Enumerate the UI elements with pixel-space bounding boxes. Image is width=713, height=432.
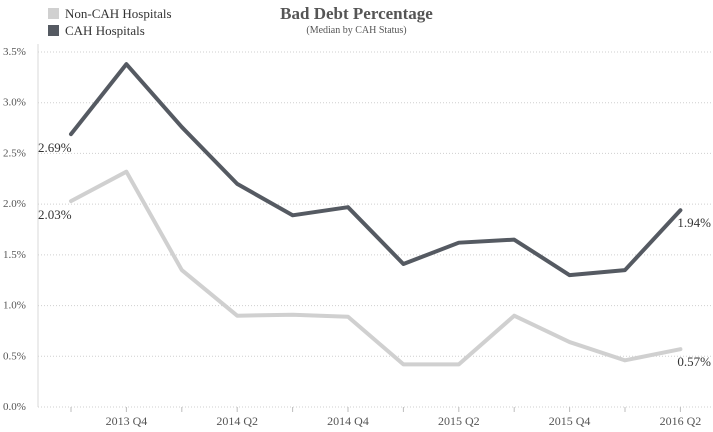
legend-label-non-cah: Non-CAH Hospitals (65, 5, 172, 21)
legend-item-non-cah[interactable]: Non-CAH Hospitals (48, 5, 172, 22)
x-tick-label: 2013 Q4 (106, 414, 148, 428)
y-tick-label: 2.0% (3, 198, 26, 210)
legend-label-cah: CAH Hospitals (65, 22, 145, 38)
x-tick-label: 2015 Q4 (549, 414, 591, 428)
y-tick-label: 3.0% (3, 97, 26, 109)
x-tick-label: 2016 Q2 (660, 414, 702, 428)
y-tick-label: 3.5% (3, 46, 26, 58)
x-tick-label: 2014 Q2 (216, 414, 258, 428)
y-tick-label: 1.0% (3, 300, 26, 312)
legend: Non-CAH Hospitals CAH Hospitals (48, 5, 172, 39)
legend-swatch-cah (48, 25, 59, 36)
series-line-0 (69, 169, 683, 367)
chart-title: Bad Debt Percentage (280, 4, 433, 23)
legend-swatch-non-cah (48, 8, 59, 19)
data-label-start-1: 2.69% (38, 140, 72, 155)
y-tick-label: 1.5% (3, 249, 26, 261)
y-tick-label: 2.5% (3, 147, 26, 159)
x-tick-label: 2015 Q2 (438, 414, 480, 428)
data-label-start-0: 2.03% (38, 207, 72, 222)
y-tick-label: 0.0% (3, 401, 26, 413)
data-label-end-0: 0.57% (677, 354, 711, 369)
legend-item-cah[interactable]: CAH Hospitals (48, 22, 172, 39)
data-label-end-1: 1.94% (677, 215, 711, 230)
chart-subtitle: (Median by CAH Status) (306, 25, 407, 36)
series-line-1 (69, 62, 683, 278)
x-tick-label: 2014 Q4 (327, 414, 369, 428)
y-tick-label: 0.5% (3, 350, 26, 362)
